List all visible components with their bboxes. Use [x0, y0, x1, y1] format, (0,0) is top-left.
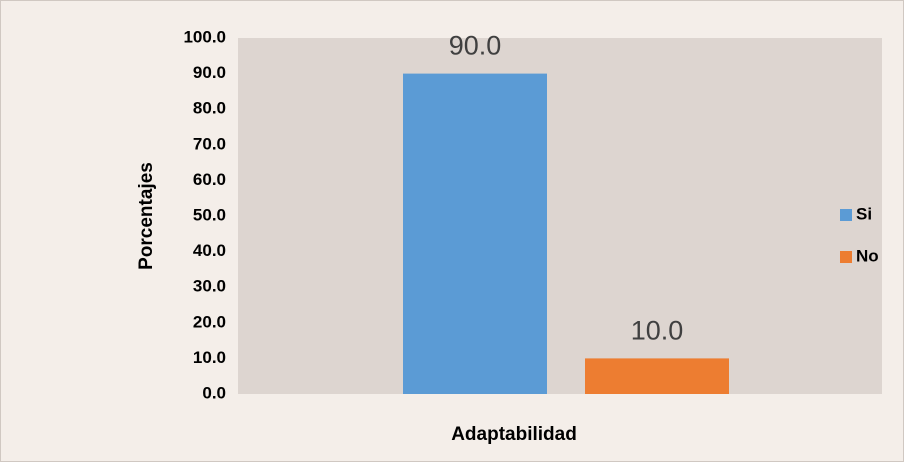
bar — [585, 358, 729, 394]
y-tick-label: 20.0 — [193, 312, 226, 331]
plot-area — [238, 38, 882, 394]
y-tick-label: 90.0 — [193, 63, 226, 82]
value-label: 90.0 — [449, 31, 502, 61]
y-tick-label: 10.0 — [193, 348, 226, 367]
y-tick-label: 50.0 — [193, 205, 226, 224]
y-tick-label: 70.0 — [193, 134, 226, 153]
y-tick-label: 0.0 — [202, 383, 226, 402]
legend-swatch — [840, 251, 852, 263]
bar — [403, 73, 547, 394]
legend-label: Si — [856, 204, 872, 223]
y-tick-label: 80.0 — [193, 99, 226, 118]
y-tick-label: 60.0 — [193, 170, 226, 189]
y-tick-label: 100.0 — [183, 27, 226, 46]
y-axis-title: Porcentajes — [136, 162, 157, 270]
y-tick-label: 30.0 — [193, 277, 226, 296]
y-tick-label: 40.0 — [193, 241, 226, 260]
legend-swatch — [840, 209, 852, 221]
value-label: 10.0 — [631, 316, 684, 346]
x-tick-label: Adaptabilidad — [451, 424, 577, 445]
legend-label: No — [856, 246, 879, 265]
